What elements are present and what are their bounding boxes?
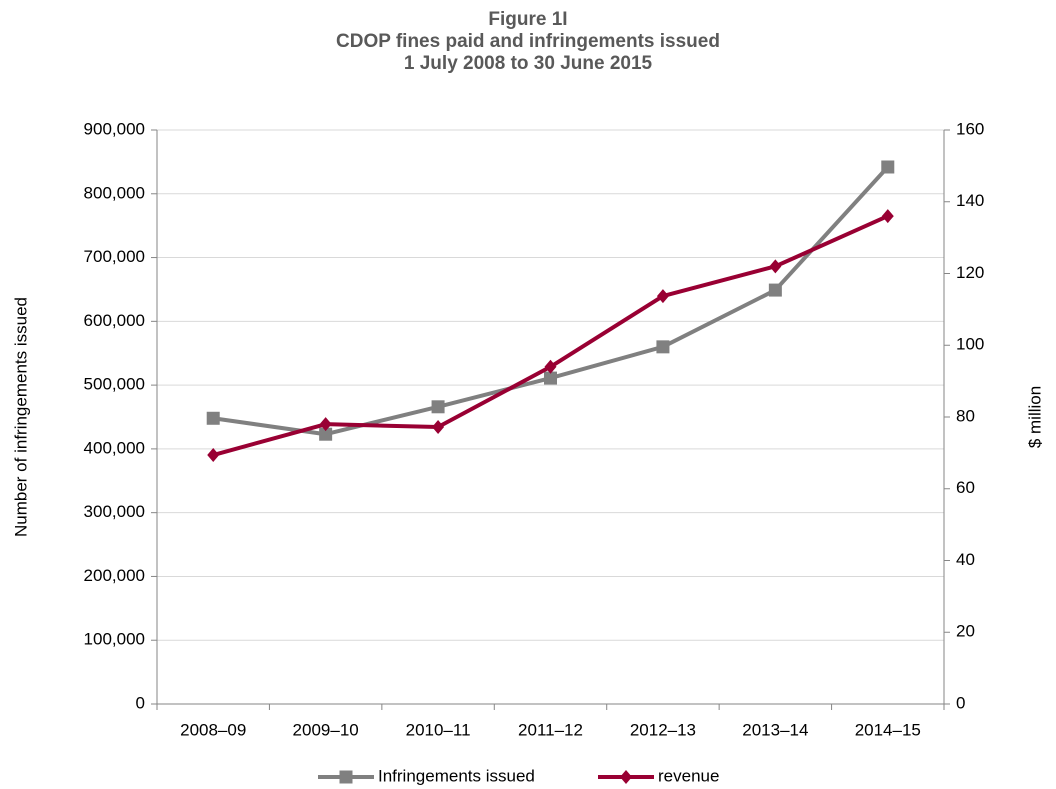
- y2-tick-label: 20: [956, 622, 975, 641]
- data-point: [206, 411, 220, 425]
- data-point: [656, 289, 669, 304]
- y-tick-label: 500,000: [84, 375, 145, 394]
- series-line: [212, 165, 890, 437]
- y2-tick-label: 0: [956, 693, 965, 712]
- data-point: [881, 209, 894, 224]
- y-tick-label: 400,000: [84, 438, 145, 457]
- chart-subtitle: CDOP fines paid and infringements issued: [336, 31, 720, 52]
- y-tick-label: 900,000: [84, 119, 145, 138]
- y-axis-title: Number of infringements issued: [11, 297, 30, 537]
- y2-tick-label: 100: [956, 335, 984, 354]
- data-point: [432, 420, 445, 435]
- x-tick-label: 2009–10: [293, 720, 359, 739]
- y2-tick-label: 40: [956, 550, 975, 569]
- x-tick-label: 2011–12: [518, 720, 583, 739]
- data-point: [319, 427, 333, 441]
- chart-title: Figure 1I: [488, 9, 567, 30]
- legend-marker: [620, 770, 632, 784]
- data-point: [319, 417, 332, 432]
- y-tick-label: 800,000: [84, 183, 145, 202]
- chart-subtitle: 1 July 2008 to 30 June 2015: [404, 53, 653, 74]
- y-tick-label: 700,000: [84, 247, 145, 266]
- x-tick-label: 2014–15: [855, 720, 921, 739]
- data-point: [207, 448, 220, 463]
- x-tick-label: 2013–14: [742, 720, 808, 739]
- data-point: [431, 400, 445, 414]
- series-line: [212, 214, 889, 457]
- data-point: [656, 340, 670, 354]
- y2-axis-title: $ million: [1025, 386, 1044, 448]
- y2-tick-label: 160: [956, 119, 984, 138]
- x-tick-label: 2008–09: [180, 720, 246, 739]
- y2-tick-label: 120: [956, 263, 984, 282]
- y2-tick-label: 80: [956, 406, 975, 425]
- data-point: [544, 359, 557, 374]
- legend-marker: [339, 770, 353, 784]
- y-tick-label: 600,000: [84, 311, 145, 330]
- legend-label: Infringements issued: [378, 766, 535, 785]
- y2-tick-label: 140: [956, 191, 984, 210]
- y-tick-label: 300,000: [84, 502, 145, 521]
- y2-tick-label: 60: [956, 478, 975, 497]
- data-point: [881, 160, 895, 174]
- data-point: [769, 259, 782, 274]
- x-tick-label: 2010–11: [406, 720, 471, 739]
- data-point: [544, 371, 557, 385]
- y-tick-label: 0: [136, 693, 145, 712]
- x-tick-label: 2012–13: [630, 720, 696, 739]
- y-tick-label: 200,000: [84, 566, 145, 585]
- legend-label: revenue: [658, 766, 719, 785]
- y-tick-label: 100,000: [84, 630, 145, 649]
- data-point: [768, 283, 782, 297]
